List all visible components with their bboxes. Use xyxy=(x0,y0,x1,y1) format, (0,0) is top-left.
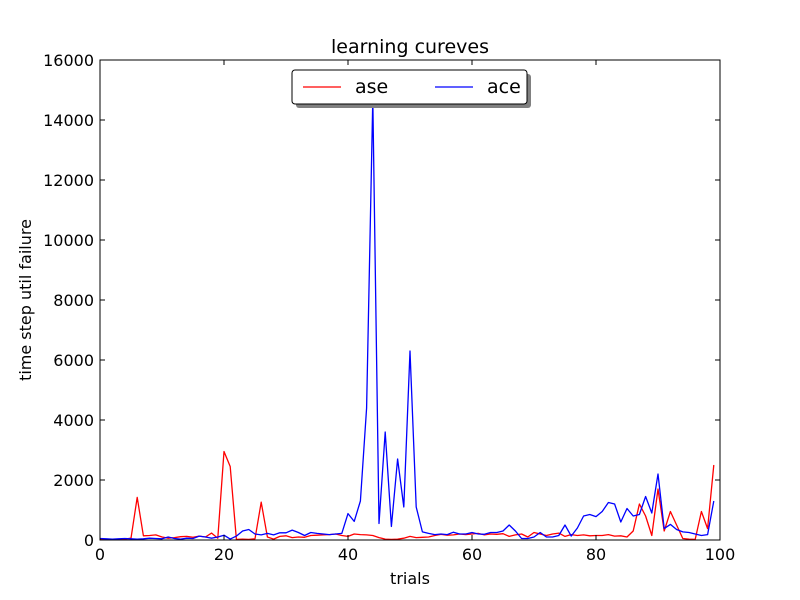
legend: ase ace xyxy=(291,69,531,108)
series-layer xyxy=(99,98,715,541)
x-tick-label: 60 xyxy=(462,545,482,564)
x-tick-label: 0 xyxy=(95,545,105,564)
y-tick-label: 10000 xyxy=(43,231,94,250)
legend-box xyxy=(291,69,528,105)
plot-background xyxy=(100,60,720,540)
y-tick-label: 14000 xyxy=(43,111,94,130)
y-tick-label: 12000 xyxy=(43,171,94,190)
y-axis-title: time step util failure xyxy=(16,219,35,381)
legend-label-ase: ase xyxy=(355,76,388,98)
y-tick-label: 6000 xyxy=(53,351,94,370)
y-tick-label: 2000 xyxy=(53,471,94,490)
legend-label-ace: ace xyxy=(487,76,521,98)
series-line-ace xyxy=(99,98,715,540)
x-axis-title: trials xyxy=(390,569,430,588)
y-tick-label: 0 xyxy=(84,531,94,550)
x-tick-label: 80 xyxy=(586,545,606,564)
y-tick-label: 8000 xyxy=(53,291,94,310)
x-tick-label: 40 xyxy=(338,545,358,564)
ticks-layer: 0 20 40 60 80 100 0 2000 4000 6000 8000 10000 12000 1… xyxy=(43,51,735,564)
chart-title: learning cureves xyxy=(331,36,489,58)
y-tick-label: 16000 xyxy=(43,51,94,70)
x-tick-label: 100 xyxy=(705,545,736,564)
y-tick-label: 4000 xyxy=(53,411,94,430)
x-tick-label: 20 xyxy=(214,545,234,564)
